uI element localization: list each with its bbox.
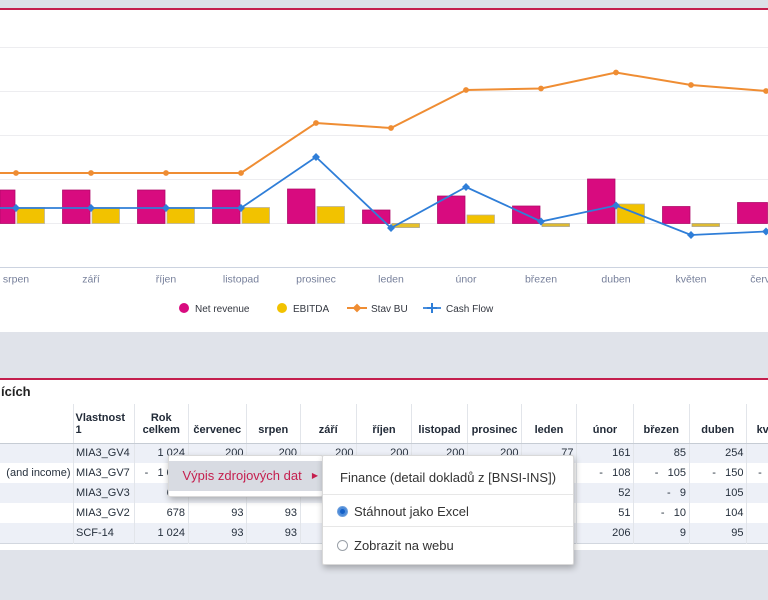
- svg-text:červen: červen: [750, 274, 768, 286]
- svg-text:říjen: říjen: [156, 274, 177, 286]
- svg-text:leden: leden: [378, 274, 404, 286]
- svg-text:Stav BU: Stav BU: [371, 304, 408, 315]
- svg-text:prosinec: prosinec: [296, 274, 336, 286]
- svg-text:Cash Flow: Cash Flow: [446, 304, 494, 315]
- svg-text:březen: březen: [525, 274, 557, 286]
- svg-text:květen: květen: [676, 274, 707, 286]
- svg-text:srpen: srpen: [3, 274, 29, 286]
- svg-text:EBITDA: EBITDA: [293, 304, 329, 315]
- svg-text:listopad: listopad: [223, 274, 259, 286]
- svg-text:únor: únor: [455, 274, 477, 286]
- svg-text:Net revenue: Net revenue: [195, 304, 250, 315]
- svg-text:září: září: [82, 274, 100, 286]
- svg-text:duben: duben: [601, 274, 630, 286]
